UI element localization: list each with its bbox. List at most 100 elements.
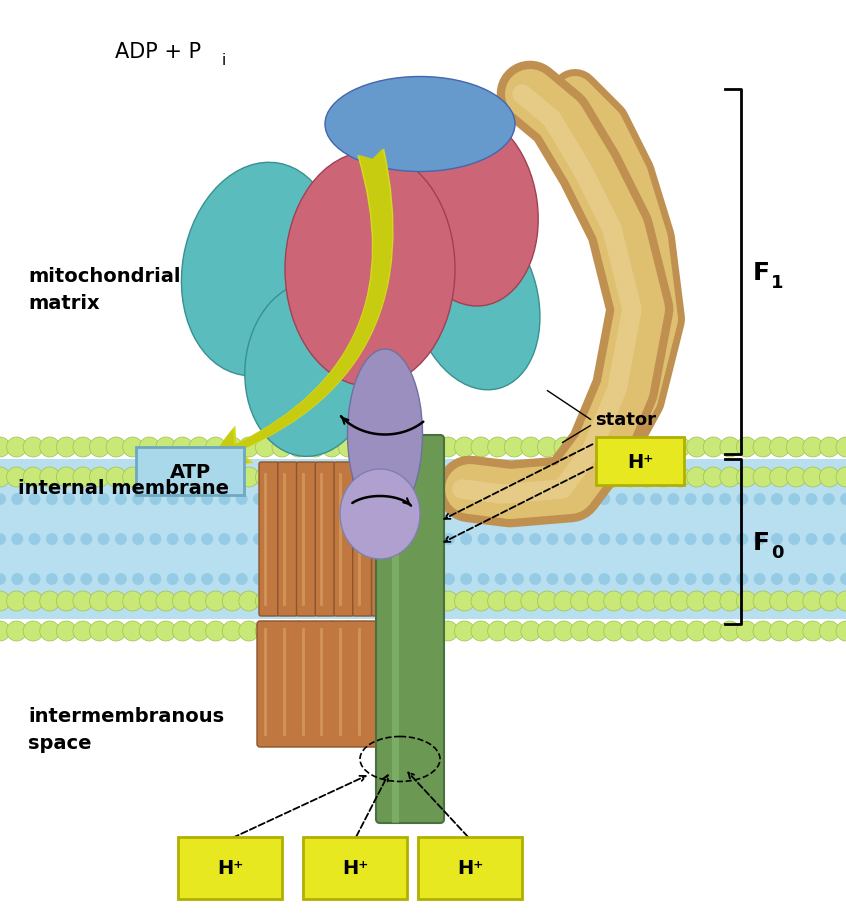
Circle shape (581, 573, 593, 585)
Circle shape (305, 591, 325, 611)
Circle shape (684, 573, 696, 585)
Circle shape (288, 591, 309, 611)
Circle shape (239, 437, 259, 458)
Circle shape (650, 533, 662, 545)
Circle shape (305, 468, 325, 487)
Circle shape (355, 468, 375, 487)
Circle shape (288, 621, 309, 641)
Circle shape (322, 533, 334, 545)
Circle shape (288, 437, 309, 458)
Circle shape (786, 591, 806, 611)
Circle shape (421, 591, 442, 611)
Circle shape (637, 621, 657, 641)
Circle shape (786, 468, 806, 487)
Circle shape (719, 533, 731, 545)
Circle shape (106, 621, 126, 641)
Circle shape (637, 468, 657, 487)
Circle shape (305, 621, 325, 641)
Ellipse shape (244, 282, 375, 457)
Circle shape (270, 573, 283, 585)
Circle shape (222, 468, 242, 487)
Circle shape (426, 494, 437, 505)
Circle shape (788, 573, 800, 585)
Circle shape (421, 621, 442, 641)
Circle shape (123, 621, 143, 641)
Circle shape (771, 533, 783, 545)
Circle shape (270, 533, 283, 545)
Circle shape (321, 621, 342, 641)
Circle shape (620, 591, 640, 611)
Circle shape (388, 621, 408, 641)
Circle shape (620, 437, 640, 458)
Text: stator: stator (595, 411, 656, 428)
Circle shape (754, 573, 766, 585)
Circle shape (288, 533, 299, 545)
Circle shape (702, 573, 714, 585)
Circle shape (703, 468, 723, 487)
Circle shape (460, 573, 472, 585)
Circle shape (487, 437, 508, 458)
Circle shape (521, 621, 541, 641)
Circle shape (371, 468, 392, 487)
Circle shape (820, 468, 839, 487)
Circle shape (554, 468, 574, 487)
Circle shape (239, 591, 259, 611)
Circle shape (40, 621, 60, 641)
FancyBboxPatch shape (296, 462, 316, 617)
Circle shape (537, 468, 558, 487)
Circle shape (771, 573, 783, 585)
Circle shape (222, 621, 242, 641)
Circle shape (106, 468, 126, 487)
Circle shape (667, 573, 679, 585)
Circle shape (471, 621, 491, 641)
Text: ATP: ATP (169, 462, 211, 481)
Circle shape (73, 468, 93, 487)
Circle shape (184, 494, 196, 505)
Circle shape (537, 437, 558, 458)
Circle shape (322, 573, 334, 585)
Circle shape (270, 494, 283, 505)
Circle shape (409, 573, 420, 585)
Circle shape (703, 437, 723, 458)
Circle shape (770, 468, 789, 487)
Circle shape (404, 437, 425, 458)
Circle shape (388, 591, 408, 611)
Circle shape (684, 494, 696, 505)
Text: F: F (753, 260, 770, 284)
Circle shape (803, 468, 823, 487)
Circle shape (454, 437, 475, 458)
Circle shape (189, 468, 209, 487)
Circle shape (189, 621, 209, 641)
Circle shape (822, 494, 835, 505)
Circle shape (521, 591, 541, 611)
Circle shape (736, 573, 749, 585)
Circle shape (11, 573, 24, 585)
Circle shape (322, 494, 334, 505)
Text: i: i (222, 52, 226, 67)
Circle shape (288, 573, 299, 585)
Circle shape (670, 437, 690, 458)
Circle shape (23, 621, 43, 641)
Circle shape (167, 533, 179, 545)
Circle shape (90, 437, 109, 458)
Circle shape (123, 437, 143, 458)
Circle shape (620, 621, 640, 641)
Circle shape (0, 591, 10, 611)
Circle shape (667, 533, 679, 545)
Circle shape (97, 533, 110, 545)
Circle shape (521, 437, 541, 458)
Circle shape (530, 494, 541, 505)
Circle shape (554, 591, 574, 611)
Circle shape (670, 621, 690, 641)
Circle shape (820, 591, 839, 611)
Circle shape (222, 591, 242, 611)
Circle shape (570, 468, 591, 487)
FancyArrowPatch shape (212, 150, 393, 464)
Circle shape (355, 621, 375, 641)
Circle shape (338, 468, 359, 487)
Circle shape (770, 621, 789, 641)
Circle shape (670, 591, 690, 611)
Circle shape (530, 533, 541, 545)
Circle shape (63, 573, 75, 585)
Text: ADP + P: ADP + P (115, 42, 201, 62)
